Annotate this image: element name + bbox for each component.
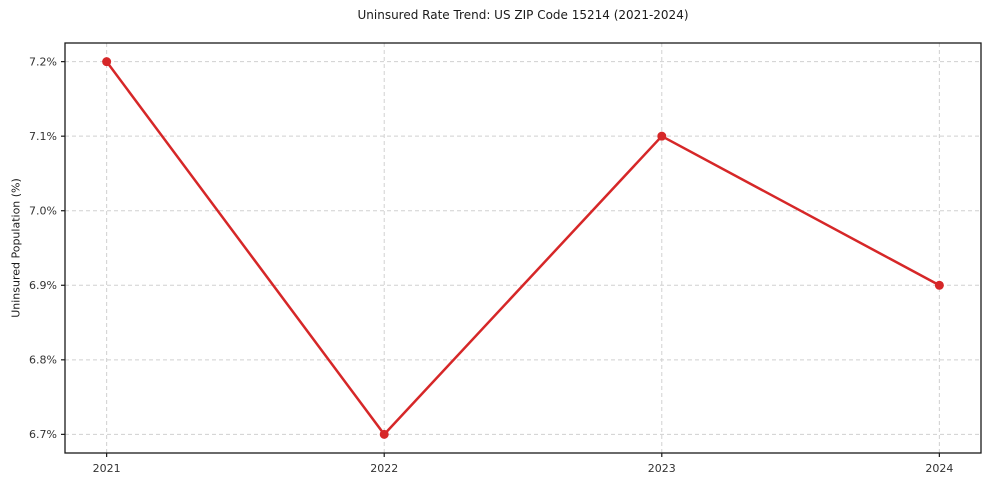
x-tick-label: 2022 (370, 462, 398, 475)
y-tick-label: 6.9% (29, 279, 57, 292)
data-point-marker (379, 429, 389, 439)
y-tick-label: 7.0% (29, 204, 57, 217)
data-point-marker (934, 280, 944, 290)
x-tick-label: 2023 (648, 462, 676, 475)
x-tick-label: 2021 (93, 462, 121, 475)
x-tick-label: 2024 (925, 462, 953, 475)
y-tick-label: 6.7% (29, 428, 57, 441)
plot-border (64, 42, 982, 454)
data-point-marker (657, 131, 667, 141)
data-point-marker (102, 57, 112, 67)
chart-title: Uninsured Rate Trend: US ZIP Code 15214 … (357, 8, 689, 22)
y-tick-label: 6.8% (29, 353, 57, 366)
y-tick-label: 7.1% (29, 130, 57, 143)
y-axis-label: Uninsured Population (%) (9, 178, 23, 318)
trend-line (105, 60, 941, 436)
y-tick-label: 7.2% (29, 55, 57, 68)
